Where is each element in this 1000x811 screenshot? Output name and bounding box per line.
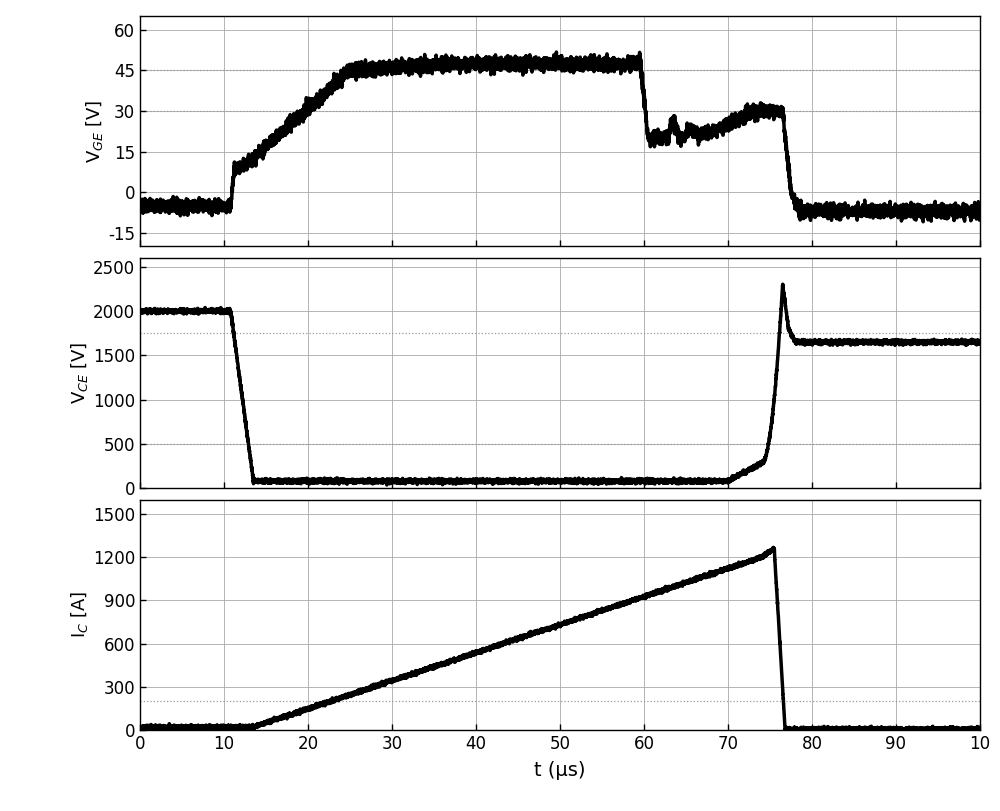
X-axis label: t (μs): t (μs) bbox=[534, 761, 586, 780]
Y-axis label: V$_{CE}$ [V]: V$_{CE}$ [V] bbox=[69, 342, 90, 404]
Y-axis label: I$_C$ [A]: I$_C$ [A] bbox=[69, 591, 90, 638]
Y-axis label: V$_{GE}$ [V]: V$_{GE}$ [V] bbox=[84, 100, 105, 163]
